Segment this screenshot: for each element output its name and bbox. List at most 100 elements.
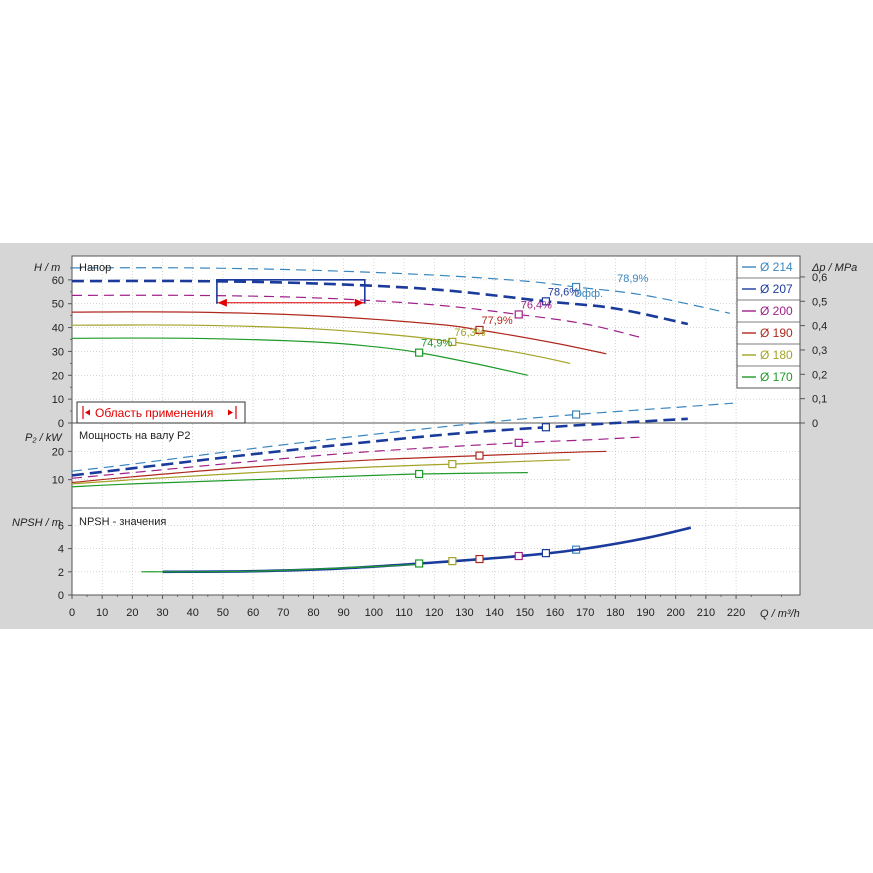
head-y-tick-label: 50 (52, 299, 64, 311)
bep-marker-head (475, 325, 484, 335)
pressure-tick-label: 0 (812, 418, 818, 430)
head-curve (71, 279, 689, 326)
power-y-tick-label: 10 (52, 475, 64, 487)
pressure-tick-label: 0,2 (812, 369, 827, 381)
bep-marker-head (541, 297, 551, 306)
npsh-y-tick-label: 2 (58, 567, 64, 579)
power-curve (71, 402, 734, 472)
head-curve (71, 337, 528, 376)
x-tick-label: 30 (156, 607, 168, 619)
head-y-tick-label: 20 (52, 370, 64, 382)
legend-label: Ø 180 (760, 348, 793, 362)
bep-marker-npsh (475, 554, 484, 564)
x-tick-label: 170 (576, 607, 594, 619)
head-y-tick-label: 30 (52, 346, 64, 358)
power-curve (71, 417, 688, 477)
efficiency-label: 78,9% (617, 273, 648, 285)
legend: Ø 214 Ø 207 Ø 200 Ø 190 Ø 180 Ø 170 (736, 255, 801, 389)
power-curve (71, 436, 640, 479)
power-panel-title: Мощность на валу P2 (79, 430, 191, 442)
npsh-y-tick-label: 6 (58, 520, 64, 532)
series-180: 76,3% (71, 324, 571, 566)
x-tick-label: 90 (338, 607, 350, 619)
power-axis-label: P₂ / kW (25, 432, 63, 444)
bep-marker-power (415, 469, 424, 479)
head-curve (71, 294, 640, 338)
bep-marker-head (448, 337, 457, 346)
pressure-axis-label: Δp / MPa (811, 262, 857, 274)
npsh-y-tick-label: 4 (58, 544, 64, 556)
head-y-tick-label: 60 (52, 275, 64, 287)
head-axis-label: H / m (34, 262, 60, 274)
application-area-legend: Область применения (76, 401, 246, 424)
pressure-tick-label: 0,5 (812, 296, 827, 308)
npsh-y-tick-label: 0 (58, 590, 64, 602)
efficiency-label: 77,9% (481, 315, 512, 327)
x-tick-label: 150 (516, 607, 534, 619)
efficiency-prefix: Эфф. (574, 288, 603, 300)
bep-marker-head (415, 348, 424, 357)
head-curve (71, 311, 607, 355)
series-190: 77,9% (71, 311, 607, 564)
legend-label: Ø 214 (760, 260, 793, 274)
series-214: 78,9% (71, 267, 734, 554)
head-panel-title: Напор (79, 262, 111, 274)
x-tick-label: 180 (606, 607, 624, 619)
bep-marker-npsh (415, 559, 424, 568)
x-tick-label: 220 (727, 607, 745, 619)
bep-marker-npsh (514, 551, 523, 561)
legend-label: Ø 190 (760, 326, 793, 340)
x-tick-label: 40 (187, 607, 199, 619)
bep-marker-npsh (448, 557, 457, 566)
x-tick-label: 80 (307, 607, 319, 619)
x-tick-label: 190 (636, 607, 654, 619)
x-axis-label: Q / m³/h (760, 608, 800, 620)
operating-range-right-arrow (354, 298, 364, 307)
power-curve (71, 450, 607, 484)
pump-curve-chart: 0 10 20 30 40 50 60 70 80 90 100 110 120 130 140 150 160… (0, 243, 873, 629)
series-170: 74,9% (71, 337, 528, 573)
bep-marker-power (448, 459, 457, 469)
bep-marker-power (571, 410, 581, 419)
application-area-label: Область применения (95, 406, 213, 420)
efficiency-label: 76,3% (454, 327, 485, 339)
pressure-tick-label: 0,4 (812, 321, 827, 333)
npsh-curve (141, 563, 420, 573)
npsh-panel-title: NPSH - значения (79, 516, 166, 528)
x-tick-label: 50 (217, 607, 229, 619)
application-area-left-arrow (85, 409, 90, 416)
bep-marker-power (475, 451, 484, 460)
pressure-tick-label: 0,1 (812, 394, 827, 406)
operating-range-bracket (216, 279, 366, 307)
power-curve (71, 472, 528, 488)
x-tick-label: 60 (247, 607, 259, 619)
x-tick-label: 70 (277, 607, 289, 619)
x-tick-label: 110 (395, 607, 413, 619)
x-tick-label: 20 (126, 607, 138, 619)
bep-marker-power (514, 438, 523, 447)
power-y-tick-label: 20 (52, 446, 64, 458)
efficiency-label: 76,4% (521, 299, 552, 311)
x-tick-label: 140 (485, 607, 503, 619)
bep-marker-npsh (541, 549, 551, 558)
x-tick-label: 120 (425, 607, 443, 619)
bep-marker-power (541, 423, 551, 432)
head-y-tick-label: 40 (52, 323, 64, 335)
series-200: 76,4% (71, 294, 640, 561)
pressure-tick-label: 0,3 (812, 345, 827, 357)
head-curve (71, 267, 731, 314)
x-tick-label: 200 (667, 607, 685, 619)
efficiency-label: 74,9% (421, 338, 452, 350)
power-plot-area (71, 422, 801, 509)
x-tick-label: 160 (546, 607, 564, 619)
npsh-axis-label: NPSH / m (12, 517, 61, 529)
head-curve (71, 324, 571, 364)
x-tick-label: 10 (96, 607, 108, 619)
npsh-plot-area (71, 507, 801, 596)
head-y-tick-label: 10 (52, 394, 64, 406)
legend-label: Ø 207 (760, 282, 793, 296)
operating-range-left-arrow (217, 298, 227, 307)
pressure-tick-label: 0,6 (812, 272, 827, 284)
application-area-right-arrow (228, 409, 233, 416)
x-tick-label: 210 (697, 607, 715, 619)
